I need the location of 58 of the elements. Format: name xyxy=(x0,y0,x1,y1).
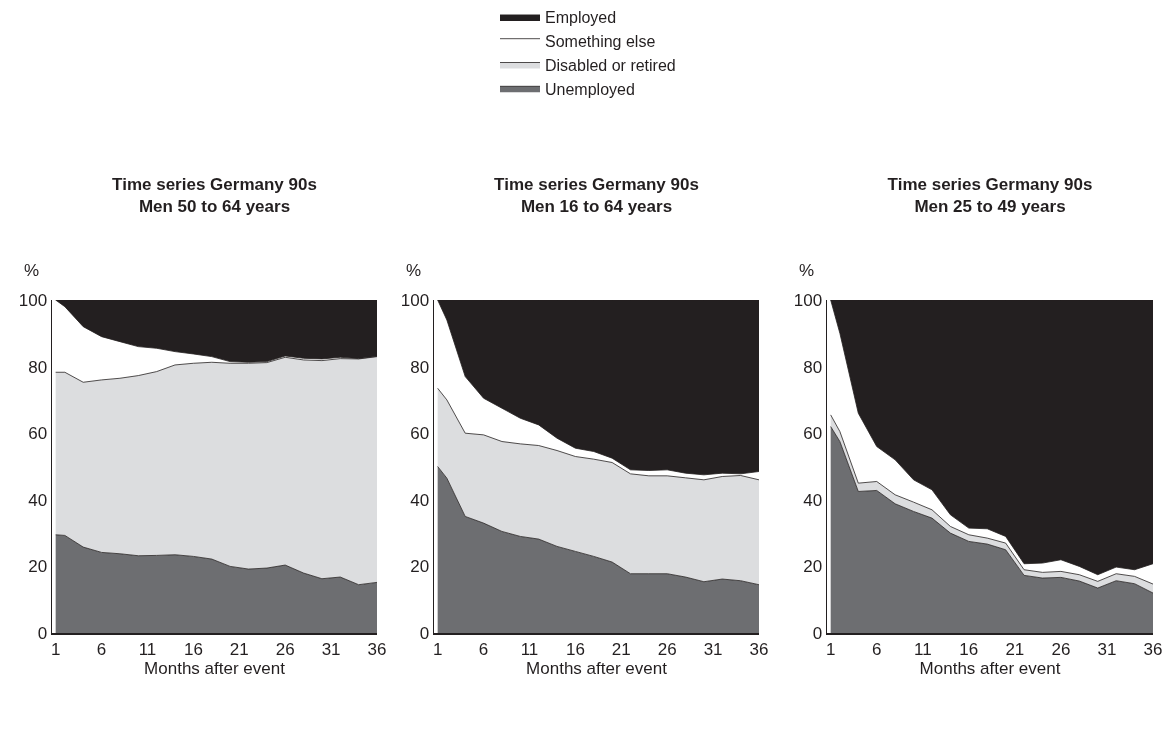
x-tick-label: 21 xyxy=(229,639,249,659)
y-tick-label: 80 xyxy=(410,357,430,377)
y-tick-label: 80 xyxy=(28,357,48,377)
chart-title: Time series Germany 90s xyxy=(887,175,1093,194)
y-axis-title: % xyxy=(406,261,422,280)
y-tick-label: 60 xyxy=(803,424,823,444)
x-tick-label: 26 xyxy=(275,639,295,659)
y-tick-label: 20 xyxy=(410,557,430,577)
chart-title: Time series Germany 90s xyxy=(494,175,699,194)
x-tick-label: 16 xyxy=(959,639,979,659)
chart-subtitle: Men 25 to 49 years xyxy=(914,197,1066,217)
x-tick-label: 31 xyxy=(703,639,723,659)
legend-label: Disabled or retired xyxy=(545,56,676,74)
x-tick-label: 26 xyxy=(657,639,677,659)
y-tick-label: 40 xyxy=(803,490,823,510)
y-axis-title: % xyxy=(799,261,815,280)
x-tick-label: 36 xyxy=(1143,639,1163,659)
x-tick-label: 36 xyxy=(367,639,387,659)
x-axis-title: Months after event xyxy=(526,659,668,679)
x-tick-label: 1 xyxy=(50,639,61,659)
y-tick-label: 0 xyxy=(419,623,430,643)
x-tick-label: 21 xyxy=(611,639,631,659)
x-tick-label: 6 xyxy=(872,639,882,659)
x-tick-label: 1 xyxy=(432,639,443,659)
y-tick-label: 40 xyxy=(28,490,48,510)
y-tick-label: 20 xyxy=(803,557,823,577)
x-tick-label: 31 xyxy=(1097,639,1117,659)
legend-label: Something else xyxy=(545,32,656,50)
x-tick-label: 6 xyxy=(96,639,107,659)
x-tick-label: 6 xyxy=(478,639,489,659)
chart-title: Time series Germany 90s xyxy=(112,175,317,194)
x-axis-title: Months after event xyxy=(919,659,1061,679)
y-tick-label: 0 xyxy=(812,623,823,643)
y-tick-label: 20 xyxy=(28,557,48,577)
x-tick-label: 26 xyxy=(1051,639,1071,659)
y-tick-label: 100 xyxy=(18,290,48,310)
x-tick-label: 11 xyxy=(138,639,157,659)
x-tick-label: 36 xyxy=(749,639,769,659)
legend-label: Employed xyxy=(545,9,617,27)
y-tick-label: 40 xyxy=(410,490,430,510)
y-tick-label: 0 xyxy=(37,623,48,643)
x-tick-label: 16 xyxy=(565,639,585,659)
chart-subtitle: Men 50 to 64 years xyxy=(138,197,291,217)
legend-label: Unemployed xyxy=(545,80,635,98)
y-tick-label: 100 xyxy=(400,290,430,310)
x-tick-label: 16 xyxy=(183,639,203,659)
y-tick-label: 80 xyxy=(803,357,823,377)
x-tick-label: 31 xyxy=(321,639,341,659)
y-tick-label: 60 xyxy=(28,424,48,444)
x-tick-label: 11 xyxy=(913,639,932,659)
x-axis-title: Months after event xyxy=(144,659,286,679)
chart-subtitle: Men 16 to 64 years xyxy=(520,197,673,217)
y-axis-title: % xyxy=(24,261,40,280)
x-tick-label: 1 xyxy=(825,639,836,659)
y-tick-label: 100 xyxy=(793,290,823,310)
x-tick-label: 11 xyxy=(520,639,539,659)
x-tick-label: 21 xyxy=(1005,639,1025,659)
y-tick-label: 60 xyxy=(410,424,430,444)
